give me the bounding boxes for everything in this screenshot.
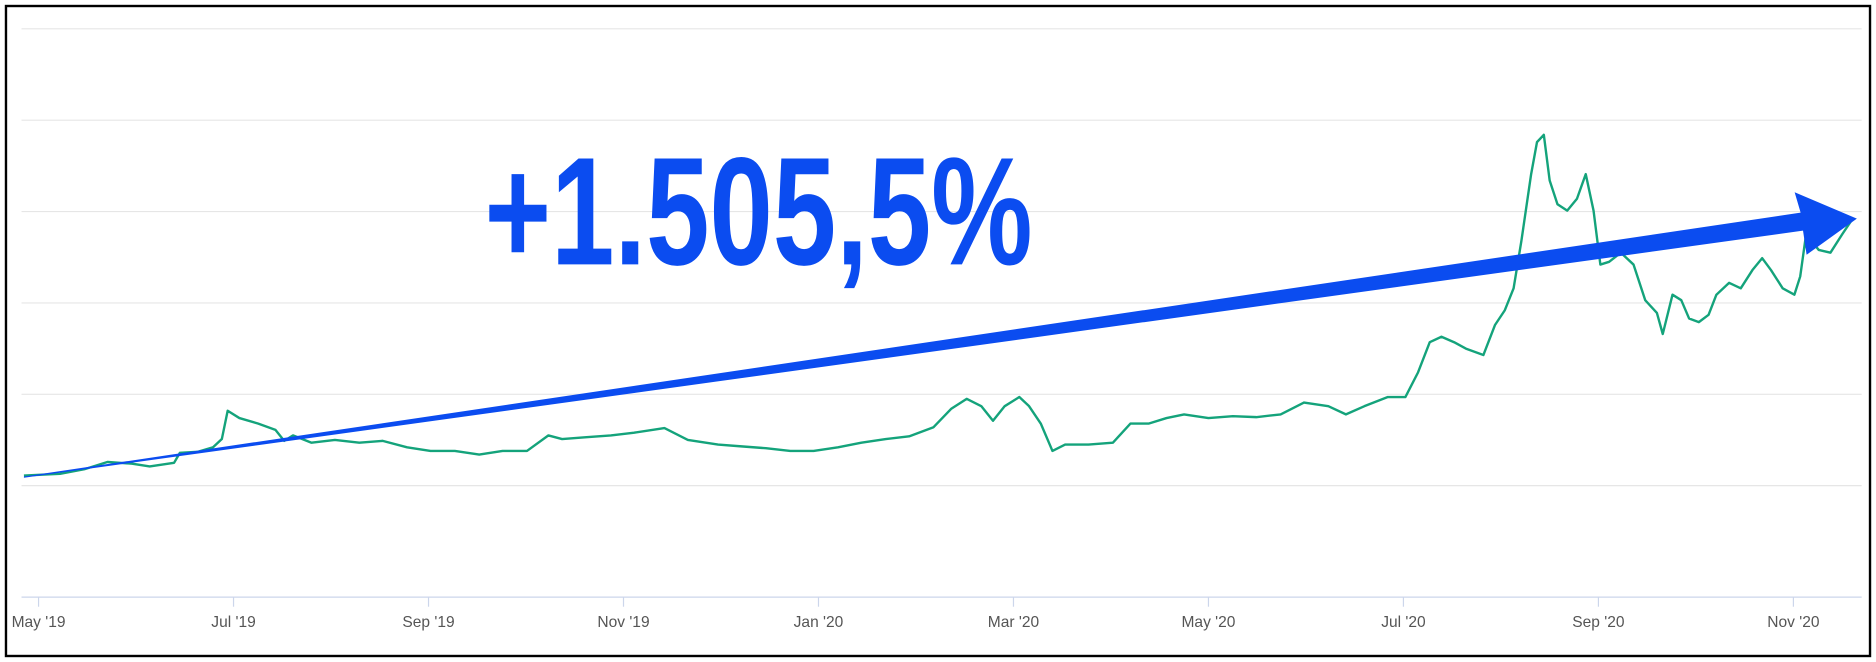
x-axis: May '19 Jul '19 Sep '19 Nov '19 Jan '20 Mar '… — [12, 597, 1820, 631]
x-tick-label: Jul '20 — [1381, 614, 1426, 631]
x-tick-label: Sep '20 — [1572, 614, 1625, 631]
gain-annotation: +1.505,5% — [485, 125, 1033, 297]
x-tick-label: May '19 — [12, 614, 66, 631]
x-tick-label: Mar '20 — [988, 614, 1040, 631]
x-tick-label: Nov '20 — [1767, 614, 1820, 631]
grid — [21, 28, 1862, 487]
x-tick-label: Jul '19 — [211, 614, 255, 631]
x-tick-label: Nov '19 — [597, 614, 649, 631]
x-tick-label: Jan '20 — [794, 614, 844, 631]
x-tick-label: May '20 — [1181, 614, 1235, 631]
x-tick-label: Sep '19 — [402, 614, 454, 631]
plot-area — [23, 133, 1853, 477]
frame — [4, 4, 1872, 658]
price-line — [23, 133, 1853, 477]
